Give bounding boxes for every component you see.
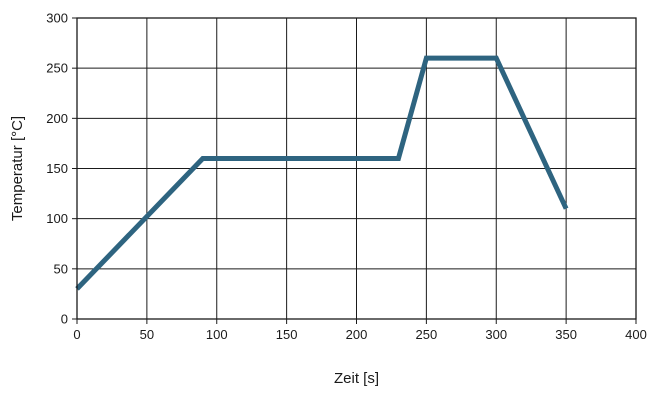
x-tick-label: 0 [73, 327, 80, 342]
x-tick-label: 300 [485, 327, 507, 342]
x-tick-label: 100 [206, 327, 228, 342]
x-tick-label: 400 [625, 327, 647, 342]
y-axis-ticks: 0 50 100 150 200 250 300 [46, 11, 77, 327]
x-tick-label: 50 [140, 327, 154, 342]
y-tick-label: 250 [46, 61, 68, 76]
x-tick-label: 200 [346, 327, 368, 342]
x-axis-title: Zeit [s] [334, 370, 379, 387]
x-tick-label: 150 [276, 327, 298, 342]
y-tick-label: 100 [46, 211, 68, 226]
y-tick-label: 0 [61, 312, 68, 327]
y-tick-label: 50 [54, 261, 68, 276]
x-tick-label: 250 [416, 327, 438, 342]
y-tick-label: 300 [46, 11, 68, 26]
series-layer [75, 55, 569, 291]
series-line [75, 55, 569, 291]
x-tick-label: 350 [555, 327, 577, 342]
y-tick-label: 200 [46, 111, 68, 126]
x-axis-ticks: 0 50 100 150 200 250 300 350 400 [73, 319, 647, 342]
grid [77, 18, 636, 319]
y-axis-title: Temperatur [°C] [9, 116, 26, 221]
y-tick-label: 150 [46, 161, 68, 176]
